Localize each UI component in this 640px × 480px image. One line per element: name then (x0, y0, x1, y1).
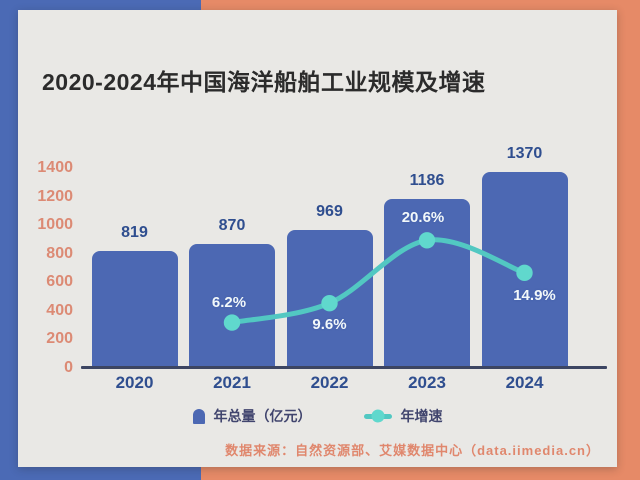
growth-rate-label: 14.9% (513, 286, 556, 304)
bar-value-label: 969 (316, 202, 343, 220)
x-axis-line (81, 366, 607, 369)
line-point-2023 (418, 232, 436, 249)
bar-swatch-icon (192, 408, 205, 424)
line-point-2022 (321, 294, 338, 312)
y-axis-tick-label: 800 (46, 244, 73, 262)
x-axis-label-2021: 2021 (213, 373, 251, 392)
y-axis-tick-label: 400 (46, 301, 73, 319)
bar-value-label: 1370 (506, 145, 543, 163)
x-axis-label-2024: 2024 (505, 373, 544, 392)
chart-legend: 年总量（亿元） 年增速 (18, 408, 617, 424)
y-axis-tick-label: 600 (46, 273, 73, 291)
line-point-2024 (516, 264, 533, 282)
legend-label-growth-rate: 年增速 (400, 408, 443, 424)
legend-item-growth-rate: 年增速 (363, 408, 443, 424)
x-axis-label-2023: 2023 (408, 373, 446, 392)
bar-2020 (91, 251, 178, 368)
bar-2021 (189, 243, 275, 368)
y-axis-tick-label: 1200 (37, 187, 73, 205)
growth-rate-label: 20.6% (401, 209, 445, 227)
y-axis-tick-label: 0 (64, 359, 73, 376)
y-axis-tick-label: 1400 (37, 159, 73, 176)
data-source-note: 数据来源：自然资源部、艾媒数据中心（data.iimedia.cn） (225, 443, 600, 458)
growth-rate-label: 9.6% (312, 316, 347, 334)
legend-item-annual-total: 年总量（亿元） (192, 408, 312, 424)
growth-rate-label: 6.2% (211, 293, 247, 311)
legend-label-annual-total: 年总量（亿元） (213, 408, 312, 424)
bar-value-label: 819 (121, 224, 148, 241)
chart-plot-area: 0 200 400 600 800 1000 1200 1400 819 2020 870 2021 9… (18, 10, 617, 467)
bar-2023 (384, 198, 470, 368)
chart-title: 2020-2024年中国海洋船舶工业规模及增速 (42, 69, 486, 95)
growth-rate-line (223, 232, 533, 331)
y-axis-tick-label: 1000 (37, 216, 73, 234)
chart-card: 2020-2024年中国海洋船舶工业规模及增速 0 200 400 600 800 100… (18, 10, 617, 467)
line-dot-swatch-icon (363, 409, 392, 423)
y-axis-tick-label: 200 (46, 330, 73, 348)
x-axis-label-2020: 2020 (115, 373, 154, 392)
x-axis-label-2022: 2022 (310, 373, 349, 392)
bar-value-label: 1186 (409, 171, 445, 189)
bar-value-label: 870 (218, 216, 246, 234)
line-point-2021 (223, 314, 241, 331)
